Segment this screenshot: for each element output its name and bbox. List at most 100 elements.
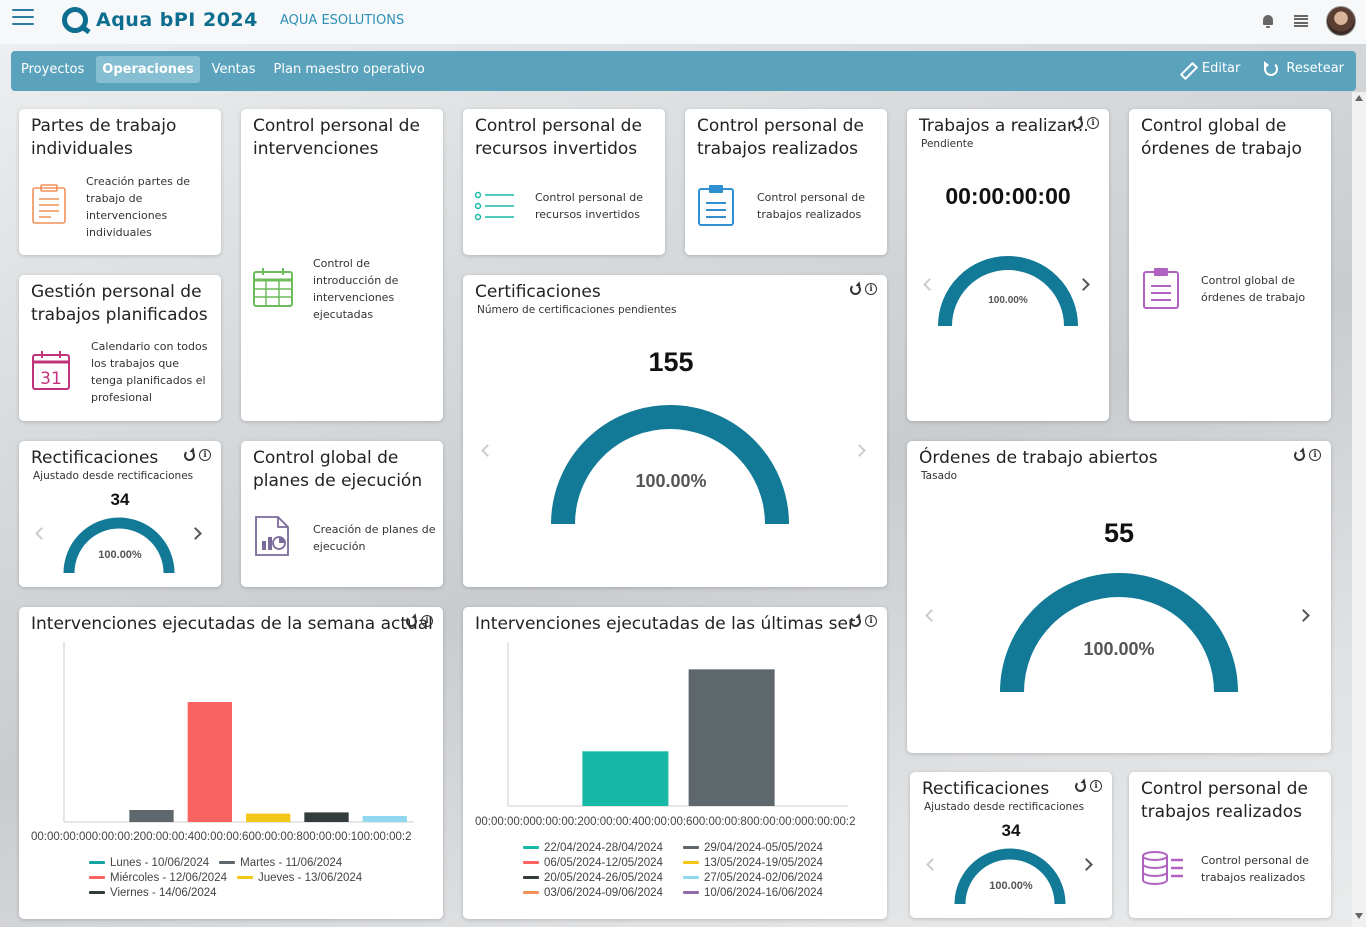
card-partes-trabajo[interactable]: Partes de trabajo individuales Creación … <box>19 109 221 255</box>
refresh-icon[interactable] <box>1072 117 1083 129</box>
card-intervenciones-ultimas-semanas[interactable]: Intervenciones ejecutadas de las últimas… <box>463 607 887 919</box>
card-trabajos-a-realizar[interactable]: Trabajos a realizar... i Pendiente 00:00… <box>907 109 1109 421</box>
info-icon[interactable]: i <box>865 615 877 627</box>
pencil-icon <box>1179 61 1194 76</box>
card-trabajos-realizados-2[interactable]: Control personal de trabajos realizados … <box>1129 772 1331 918</box>
legend-item[interactable]: Viernes - 14/06/2024 <box>89 885 217 900</box>
legend-item[interactable]: 29/04/2024-05/05/2024 <box>683 840 823 855</box>
database-list-icon <box>1142 851 1183 885</box>
previous-arrow-icon[interactable] <box>35 527 48 540</box>
scroll-up-arrow-icon[interactable] <box>1355 95 1363 101</box>
refresh-icon[interactable] <box>184 449 195 461</box>
legend-item[interactable]: 27/05/2024-02/06/2024 <box>683 870 823 885</box>
app-logo[interactable]: Aqua bPI 2024 <box>62 6 258 34</box>
info-icon[interactable]: i <box>1087 117 1099 129</box>
tab-ventas[interactable]: Ventas <box>211 62 256 77</box>
kpi-value: 55 <box>1103 518 1135 548</box>
next-arrow-icon[interactable] <box>1297 609 1310 622</box>
edit-button[interactable]: Editar <box>1179 61 1241 76</box>
card-description: Control global de órdenes de trabajo <box>1201 274 1306 304</box>
card-subtitle: Tasado <box>921 470 958 482</box>
card-title: Trabajos a realizar... <box>919 116 1089 136</box>
legend-item[interactable]: Lunes - 10/06/2024 <box>89 855 209 870</box>
card-intervenciones-semana-actual[interactable]: Intervenciones ejecutadas de la semana a… <box>19 607 443 919</box>
card-title: Partes de trabajo individuales <box>31 116 177 159</box>
card-planes-ejecucion[interactable]: Control global de planes de ejecución Cr… <box>241 441 443 587</box>
scroll-down-arrow-icon[interactable] <box>1355 913 1363 919</box>
list-menu-icon[interactable] <box>1294 15 1308 27</box>
legend-label: 22/04/2024-28/04/2024 <box>544 841 663 854</box>
legend-swatch <box>219 861 236 864</box>
next-arrow-icon[interactable] <box>1080 858 1093 871</box>
legend-item[interactable]: 06/05/2024-12/05/2024 <box>523 855 673 870</box>
hamburger-menu-icon[interactable] <box>12 9 34 27</box>
clipboard-icon <box>698 185 734 226</box>
chart-bar <box>688 669 775 806</box>
previous-arrow-icon[interactable] <box>923 278 936 291</box>
legend-item[interactable]: 22/04/2024-28/04/2024 <box>523 840 673 855</box>
x-tick-label: 00:00:00:8 <box>248 831 303 843</box>
legend-label: 10/06/2024-16/06/2024 <box>704 886 823 899</box>
vertical-scrollbar[interactable] <box>1352 92 1366 927</box>
card-title: Control personal de trabajos realizados <box>697 116 864 159</box>
tab-operaciones[interactable]: Operaciones <box>96 56 200 83</box>
info-icon[interactable]: i <box>1090 780 1102 792</box>
chart-legend: 22/04/2024-28/04/2024 29/04/2024-05/05/2… <box>523 840 823 900</box>
card-certificaciones[interactable]: Certificaciones i Número de certificacio… <box>463 275 887 587</box>
module-navbar: Proyectos Operaciones Ventas Plan maestr… <box>11 51 1356 91</box>
legend-item[interactable]: 20/05/2024-26/05/2024 <box>523 870 673 885</box>
x-tick-label: 00:00:00:4 <box>139 831 195 843</box>
legend-item[interactable]: Miércoles - 12/06/2024 <box>89 870 227 885</box>
previous-arrow-icon[interactable] <box>925 609 938 622</box>
next-arrow-icon[interactable] <box>189 527 202 540</box>
card-control-intervenciones[interactable]: Control personal de intervenciones Contr… <box>241 109 443 421</box>
card-trabajos-realizados[interactable]: Control personal de trabajos realizados … <box>685 109 887 255</box>
chart-bar <box>582 751 669 806</box>
refresh-icon[interactable] <box>406 615 417 627</box>
top-bar: Aqua bPI 2024 AQUA ESOLUTIONS <box>0 0 1366 44</box>
card-rectificaciones-2[interactable]: Rectificaciones i Ajustado desde rectifi… <box>910 772 1112 918</box>
tab-proyectos[interactable]: Proyectos <box>21 62 85 77</box>
card-description: Calendario con todos los trabajos que te… <box>91 340 208 404</box>
card-ordenes-global[interactable]: Control global de órdenes de trabajo Con… <box>1129 109 1331 421</box>
card-title: Control personal de intervenciones <box>253 116 420 159</box>
refresh-icon[interactable] <box>850 283 861 295</box>
refresh-icon[interactable] <box>1294 449 1305 461</box>
legend-item[interactable]: Martes - 11/06/2024 <box>219 855 342 870</box>
gauge-chart <box>63 517 175 574</box>
card-gestion-planificados[interactable]: Gestión personal de trabajos planificado… <box>19 275 221 421</box>
bar-chart-semana-actual <box>63 642 414 823</box>
card-recursos-invertidos[interactable]: Control personal de recursos invertidos … <box>463 109 665 255</box>
previous-arrow-icon[interactable] <box>926 858 939 871</box>
card-ordenes-abiertos[interactable]: Órdenes de trabajo abiertos i Tasado 55 … <box>907 441 1331 753</box>
notifications-bell-icon[interactable] <box>1260 13 1276 29</box>
info-icon[interactable]: i <box>865 283 877 295</box>
app-title: Aqua bPI 2024 <box>96 9 258 31</box>
legend-item[interactable]: 13/05/2024-19/05/2024 <box>683 855 823 870</box>
info-icon[interactable]: i <box>1309 449 1321 461</box>
tab-plan-maestro-operativo[interactable]: Plan maestro operativo <box>273 62 425 77</box>
legend-item[interactable]: 03/06/2024-09/06/2024 <box>523 885 673 900</box>
legend-swatch <box>89 861 105 864</box>
refresh-icon[interactable] <box>850 615 861 627</box>
legend-item[interactable]: 10/06/2024-16/06/2024 <box>683 885 823 900</box>
info-icon[interactable]: i <box>199 449 211 461</box>
refresh-icon[interactable] <box>1075 780 1086 792</box>
x-tick-label: 00:00:00:00 <box>475 816 536 828</box>
card-title: Rectificaciones <box>922 779 1050 799</box>
next-arrow-icon[interactable] <box>853 444 866 457</box>
legend-label: Miércoles - 12/06/2024 <box>110 871 227 884</box>
x-tick-label: 00:00:00:6 <box>194 831 249 843</box>
info-icon[interactable]: i <box>421 615 433 627</box>
legend-label: 27/05/2024-02/06/2024 <box>704 871 823 884</box>
x-tick-label: 00:00:00:0 <box>746 816 802 828</box>
gauge-chart <box>1000 573 1238 693</box>
card-subtitle: Ajustado desde rectificaciones <box>33 470 194 482</box>
card-rectificaciones[interactable]: Rectificaciones i Ajustado desde rectifi… <box>19 441 221 587</box>
legend-item[interactable]: Jueves - 13/06/2024 <box>236 870 362 885</box>
previous-arrow-icon[interactable] <box>481 444 494 457</box>
user-avatar[interactable] <box>1326 6 1356 36</box>
next-arrow-icon[interactable] <box>1077 278 1090 291</box>
reset-button[interactable]: Resetear <box>1264 60 1344 76</box>
kpi-value: 00:00:00:00 <box>945 183 1071 209</box>
